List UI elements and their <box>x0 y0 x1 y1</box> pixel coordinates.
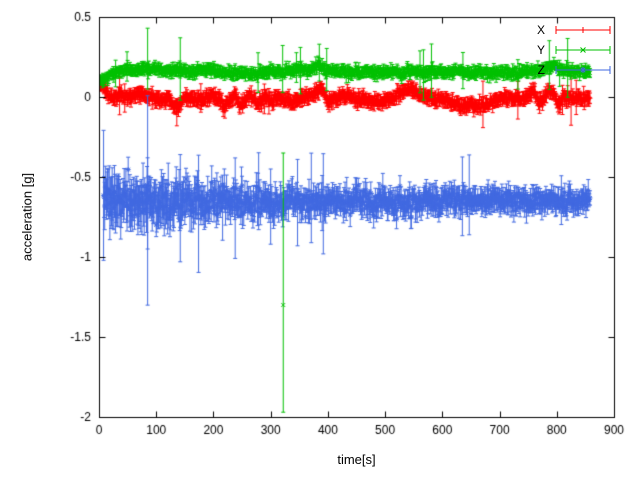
legend: X Y Z <box>537 22 612 78</box>
legend-item-y: Y <box>537 42 612 58</box>
x-axis-title: time[s] <box>337 452 376 467</box>
errorbar-sample-icon <box>555 26 611 34</box>
legend-item-z: Z <box>537 62 612 78</box>
star-marker-icon <box>580 67 586 73</box>
legend-item-x: X <box>537 22 612 38</box>
legend-label-y: Y <box>536 43 545 57</box>
errorbar-sample-icon <box>555 46 611 54</box>
cross-marker-icon <box>580 47 586 53</box>
plus-marker-icon <box>580 27 586 33</box>
errorbar-sample-icon <box>555 66 611 74</box>
y-axis-title: acceleration [g] <box>19 172 35 262</box>
legend-label-x: X <box>536 23 545 37</box>
legend-label-z: Z <box>537 63 545 77</box>
